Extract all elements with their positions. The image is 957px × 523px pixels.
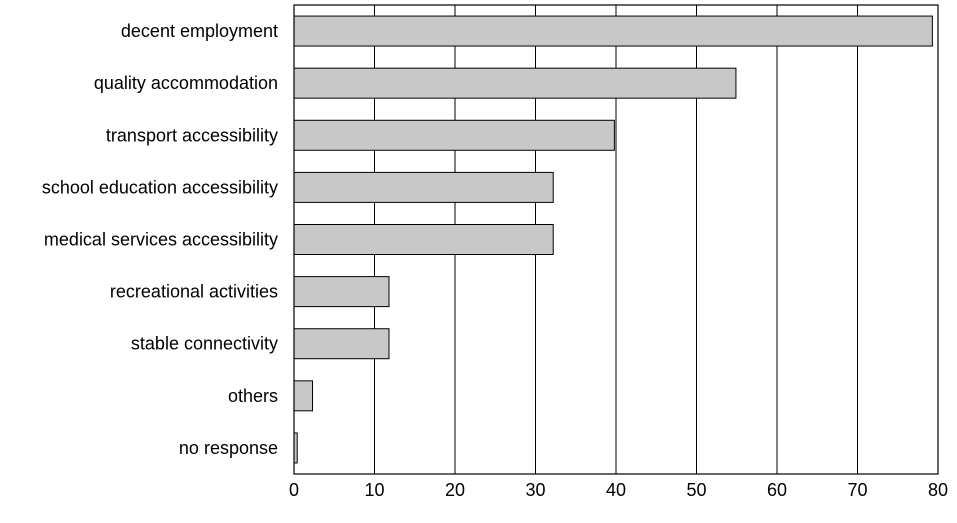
bars (293, 15, 933, 464)
x-tick-label: 0 (289, 480, 299, 500)
plot-frame (293, 4, 939, 475)
category-label: recreational activities (110, 282, 278, 302)
x-tick-label: 60 (767, 480, 787, 500)
x-tick-label: 50 (686, 480, 706, 500)
x-tick-label: 40 (606, 480, 626, 500)
category-labels: decent employment quality accommodation tr… (42, 21, 278, 458)
category-label: no response (179, 438, 278, 458)
category-label: others (228, 386, 278, 406)
bar (293, 276, 390, 308)
bar (293, 380, 314, 412)
bar (293, 171, 554, 203)
x-tick-label: 20 (445, 480, 465, 500)
bar (293, 15, 933, 47)
bar (293, 67, 737, 99)
category-label: school education accessibility (42, 177, 278, 197)
x-axis-tick-labels: 0 10 20 30 40 50 60 70 80 (289, 480, 948, 500)
x-tick-label: 10 (364, 480, 384, 500)
category-label: stable connectivity (131, 334, 278, 354)
bar (293, 224, 554, 255)
x-tick-label: 30 (525, 480, 545, 500)
category-label: quality accommodation (94, 73, 278, 93)
bar (293, 119, 615, 151)
x-tick-label: 80 (928, 480, 948, 500)
category-label: medical services accessibility (44, 230, 278, 250)
category-label: decent employment (121, 21, 278, 41)
category-label: transport accessibility (106, 125, 278, 145)
bar (293, 328, 390, 360)
x-tick-label: 70 (847, 480, 867, 500)
